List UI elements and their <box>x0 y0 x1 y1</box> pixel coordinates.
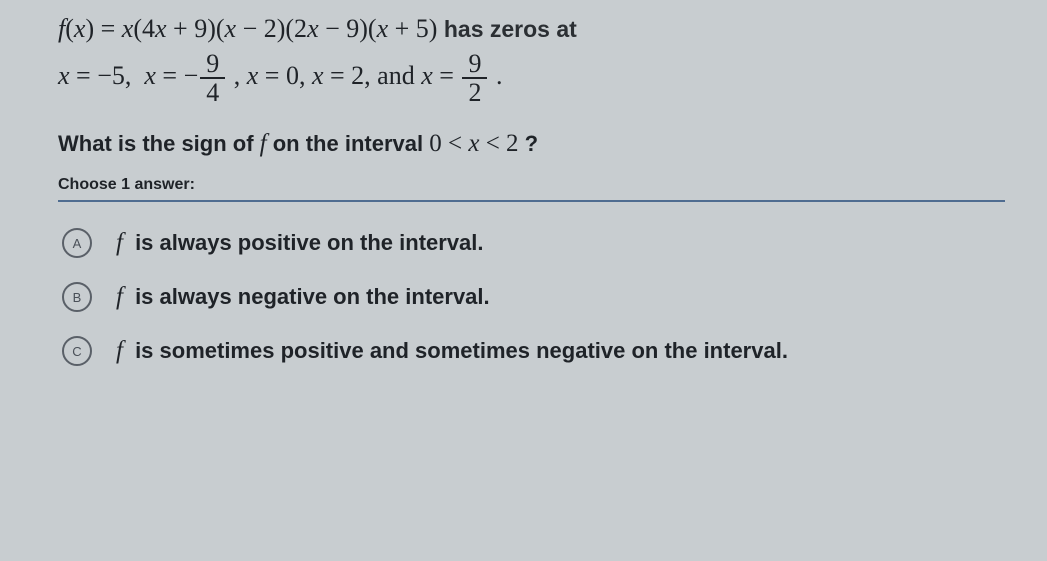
option-c-badge: C <box>62 336 92 366</box>
option-c[interactable]: C f is sometimes positive and sometimes … <box>58 324 1005 378</box>
option-b-badge: B <box>62 282 92 312</box>
option-a[interactable]: A f is always positive on the interval. <box>58 216 1005 270</box>
problem-statement: f(x) = x(4x + 9)(x − 2)(2x − 9)(x + 5) h… <box>58 8 1005 106</box>
choose-label: Choose 1 answer: <box>58 176 1005 194</box>
zeros-lead: has zeros at <box>437 16 576 42</box>
divider <box>58 200 1005 202</box>
option-a-badge: A <box>62 228 92 258</box>
option-b[interactable]: B f is always negative on the interval. <box>58 270 1005 324</box>
function-expression: f(x) = x(4x + 9)(x − 2)(2x − 9)(x + 5) <box>58 14 437 43</box>
question-text: What is the sign of f on the interval 0 … <box>58 130 1005 158</box>
zeros-list: x = −5, x = −94 , x = 0, x = 2, and x = … <box>58 61 502 90</box>
